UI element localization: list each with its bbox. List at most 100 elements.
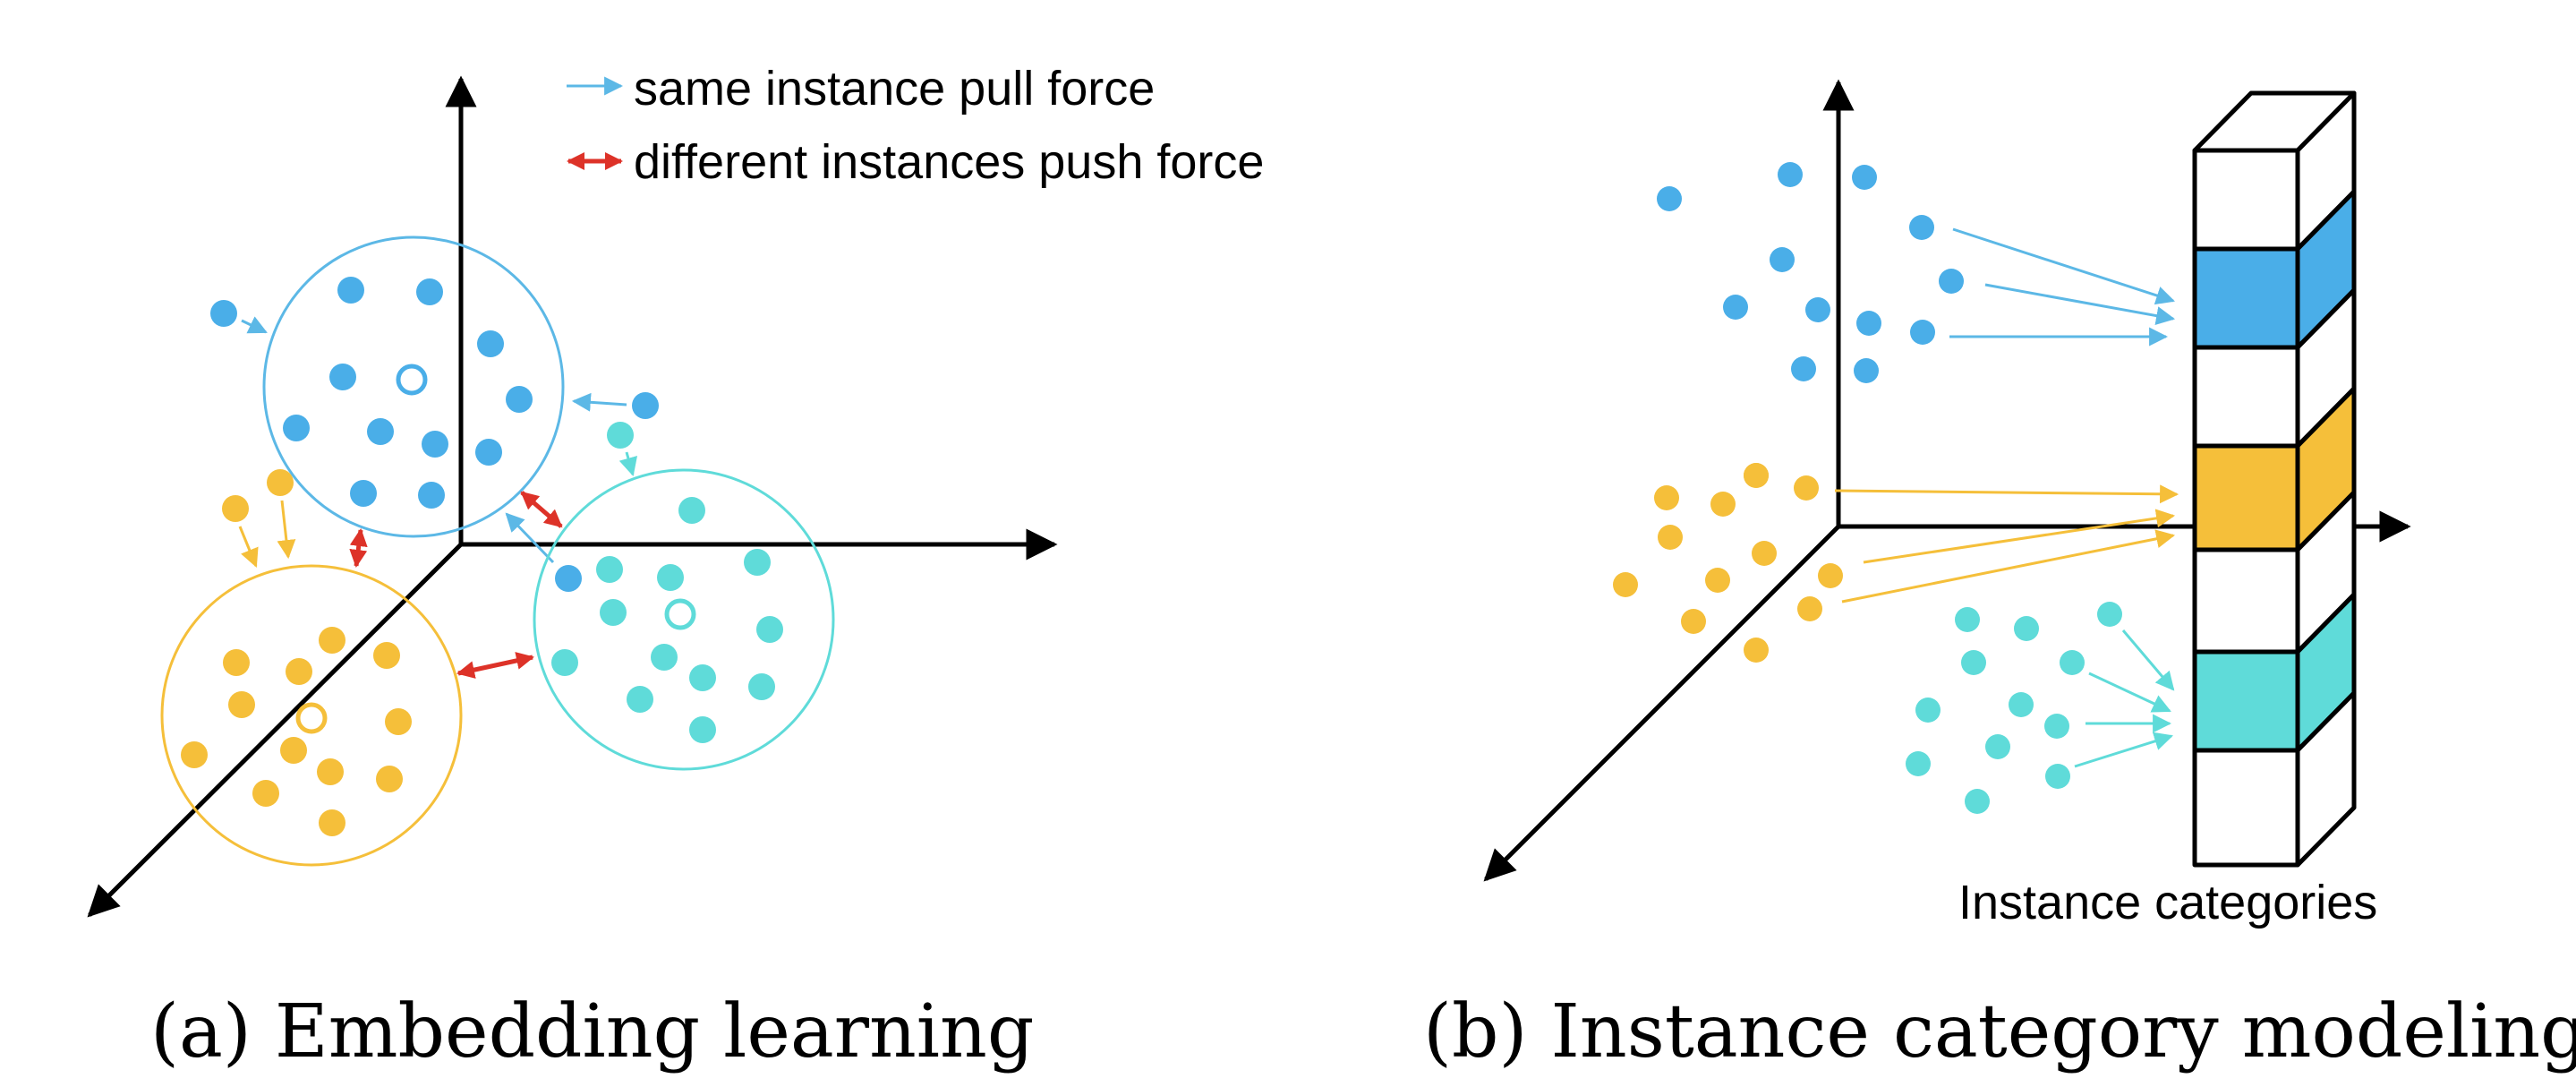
point-yellow bbox=[317, 758, 344, 785]
point-yellow bbox=[252, 780, 279, 807]
point-blue-outlier bbox=[632, 392, 659, 419]
point-cyan bbox=[551, 649, 578, 676]
point-cyan bbox=[1985, 734, 2010, 759]
caption-a: (a) Embedding learning bbox=[150, 989, 1034, 1074]
panel-a: same instance pull force different insta… bbox=[87, 62, 1264, 1074]
bar-cell-4 bbox=[2192, 386, 2357, 552]
mapping-arrow bbox=[1984, 283, 2176, 325]
cluster-blue-points bbox=[283, 277, 533, 509]
point-yellow bbox=[1654, 485, 1679, 510]
point-yellow bbox=[1744, 638, 1769, 663]
point-blue bbox=[1852, 165, 1877, 190]
point-cyan bbox=[744, 549, 771, 576]
point-blue bbox=[283, 415, 310, 441]
point-yellow bbox=[223, 649, 250, 676]
point-yellow bbox=[1794, 475, 1819, 501]
point-blue bbox=[1778, 162, 1803, 187]
point-cyan bbox=[756, 616, 783, 643]
point-blue bbox=[1805, 297, 1830, 322]
point-blue bbox=[1910, 320, 1935, 345]
point-blue bbox=[475, 439, 502, 466]
points-cyan-b bbox=[1906, 602, 2122, 814]
points-yellow-b bbox=[1613, 463, 1843, 663]
point-yellow-outlier bbox=[222, 495, 249, 522]
point-yellow bbox=[373, 642, 400, 669]
point-blue-outlier bbox=[210, 300, 237, 327]
cluster-yellow-center bbox=[295, 702, 328, 734]
point-blue bbox=[329, 364, 356, 390]
pull-arrow bbox=[571, 392, 627, 412]
point-cyan bbox=[600, 599, 627, 626]
point-blue-outlier bbox=[555, 565, 582, 592]
category-bar bbox=[2192, 90, 2357, 868]
point-blue bbox=[1657, 186, 1682, 211]
point-yellow bbox=[228, 691, 255, 718]
point-cyan bbox=[1915, 698, 1941, 723]
point-yellow bbox=[319, 627, 345, 654]
point-cyan bbox=[657, 564, 684, 591]
point-blue bbox=[1791, 356, 1816, 381]
point-cyan bbox=[1965, 789, 1990, 814]
push-arrow bbox=[520, 491, 563, 528]
bar-cell-3 bbox=[2192, 287, 2357, 449]
point-cyan bbox=[1961, 650, 1986, 675]
point-cyan bbox=[1955, 607, 1980, 632]
cluster-yellow-points bbox=[181, 627, 412, 836]
cluster-cyan-boundary bbox=[533, 468, 835, 771]
mapping-arrows-blue bbox=[1949, 227, 2176, 347]
point-yellow bbox=[1681, 609, 1706, 634]
point-yellow bbox=[385, 708, 412, 735]
mapping-arrow bbox=[1841, 529, 2176, 603]
mapping-arrows-cyan bbox=[2074, 629, 2175, 768]
cluster-blue-boundary bbox=[262, 235, 565, 538]
point-cyan bbox=[627, 686, 653, 713]
cluster-cyan bbox=[533, 422, 835, 771]
point-blue bbox=[1723, 295, 1748, 320]
pull-arrow bbox=[241, 316, 268, 334]
point-blue bbox=[418, 482, 445, 509]
point-cyan bbox=[596, 556, 623, 583]
point-cyan bbox=[2045, 764, 2070, 789]
point-yellow bbox=[280, 737, 307, 764]
bar-cell-5 bbox=[2192, 490, 2357, 655]
bar-label: Instance categories bbox=[1958, 876, 2377, 929]
pull-arrow bbox=[505, 512, 555, 564]
point-yellow bbox=[376, 766, 403, 792]
cluster-blue-center bbox=[396, 364, 428, 396]
push-arrows bbox=[349, 491, 563, 679]
cluster-cyan-center bbox=[664, 598, 696, 630]
mapping-arrow bbox=[2074, 732, 2174, 768]
push-arrow bbox=[349, 528, 368, 568]
point-cyan-outlier bbox=[607, 422, 634, 449]
cluster-blue bbox=[210, 235, 659, 592]
point-blue bbox=[350, 480, 377, 507]
bar-cell-7 bbox=[2192, 690, 2357, 868]
point-cyan bbox=[748, 673, 775, 700]
pull-arrow bbox=[277, 500, 296, 560]
point-cyan bbox=[2044, 714, 2069, 739]
point-blue bbox=[1770, 247, 1795, 272]
point-cyan bbox=[689, 664, 716, 691]
panel-b: Instance categories (b) Instance categor… bbox=[1423, 79, 2576, 1074]
point-yellow bbox=[286, 658, 312, 685]
point-blue bbox=[416, 278, 443, 305]
cluster-yellow-boundary bbox=[160, 564, 463, 867]
caption-b: (b) Instance category modeling bbox=[1423, 989, 2576, 1074]
point-yellow bbox=[1705, 568, 1730, 593]
pull-arrow bbox=[238, 526, 259, 568]
point-yellow bbox=[1658, 525, 1683, 550]
point-blue bbox=[1854, 358, 1879, 383]
push-arrow bbox=[456, 652, 534, 679]
point-yellow bbox=[1710, 492, 1736, 517]
bar-cell-2 bbox=[2192, 189, 2357, 350]
legend-pull-label: same instance pull force bbox=[634, 62, 1155, 116]
cluster-cyan-points bbox=[551, 497, 783, 743]
cluster-yellow bbox=[160, 469, 463, 867]
point-cyan bbox=[689, 716, 716, 743]
axes-a bbox=[87, 75, 1058, 918]
point-yellow bbox=[319, 809, 345, 836]
pull-arrow bbox=[618, 451, 638, 477]
mapping-arrows-yellow bbox=[1834, 484, 2179, 603]
axis-z-b bbox=[1483, 525, 1840, 882]
